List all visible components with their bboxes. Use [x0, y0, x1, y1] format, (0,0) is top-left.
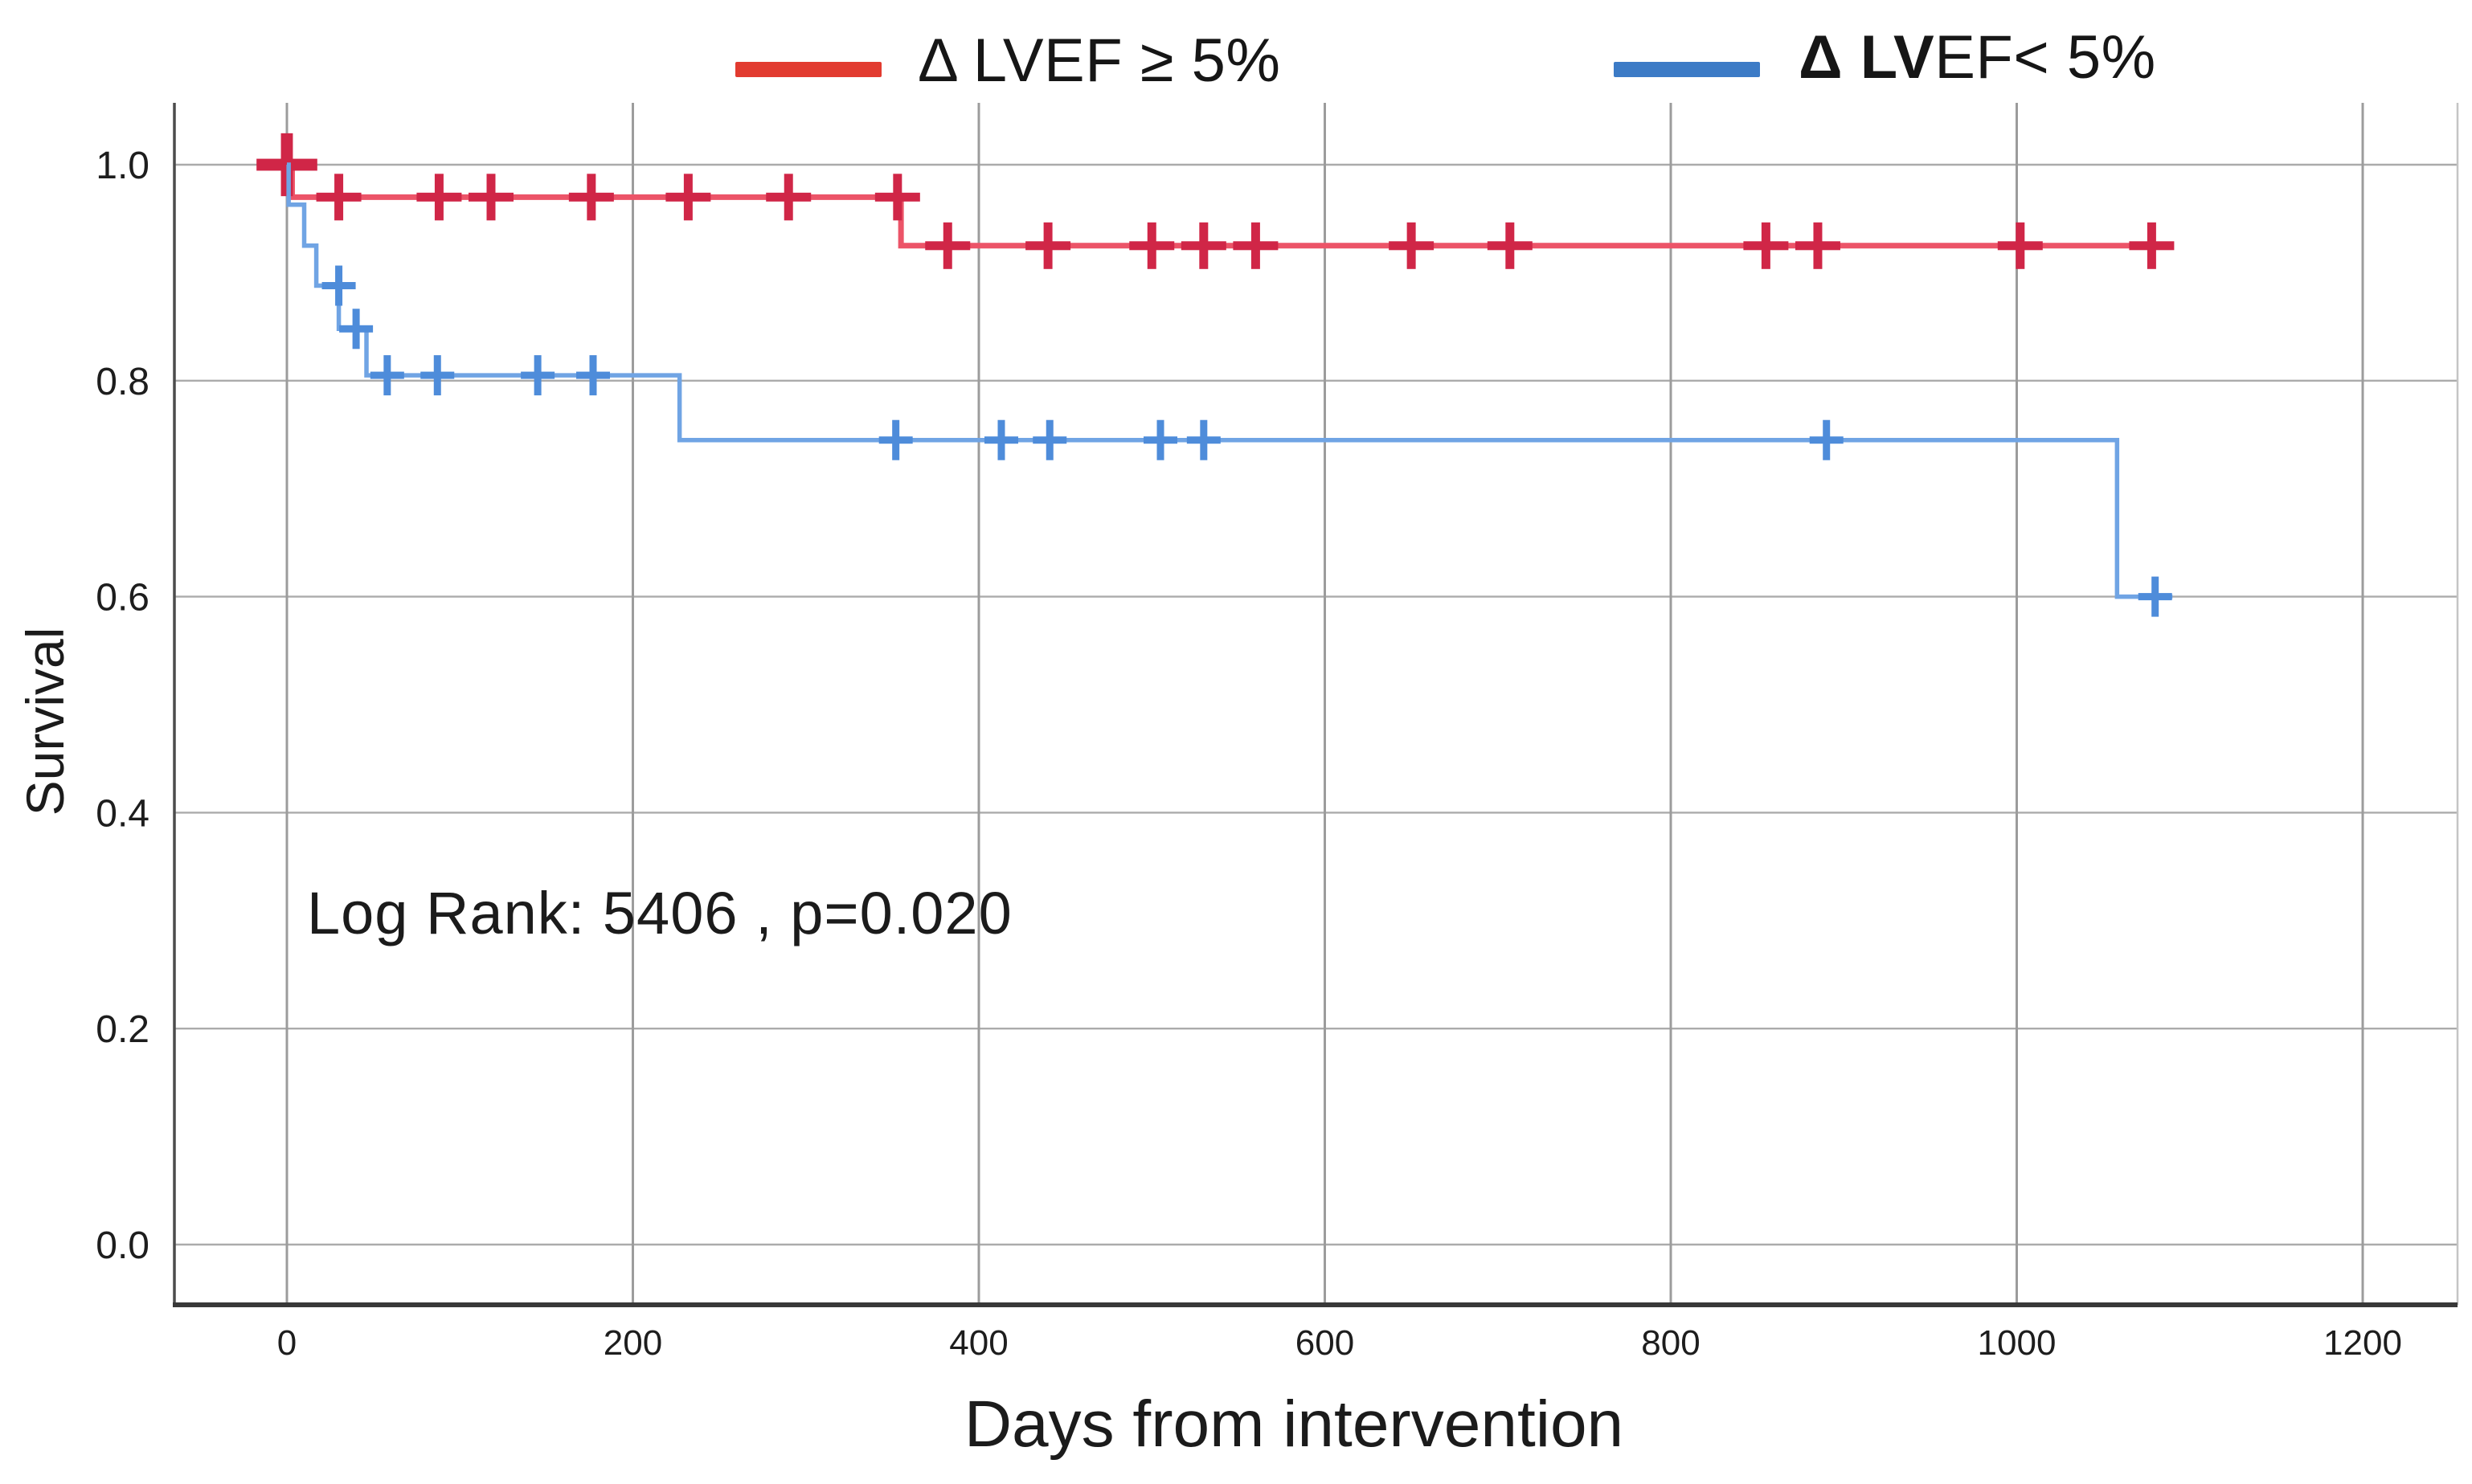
censor-tick-horizontal: [339, 325, 374, 333]
censor-tick-horizontal: [984, 436, 1018, 444]
censor-mark: [1743, 222, 1789, 269]
censor-tick-horizontal: [1186, 436, 1221, 444]
legend-label-red: Δ LVEF ≥ 5%: [918, 27, 1281, 95]
x-tick-label: 200: [604, 1323, 662, 1363]
censor-tick-horizontal: [1033, 436, 1067, 444]
x-tick-label: 1200: [2323, 1323, 2402, 1363]
tick-labels: 1.0 0.8 0.6 0.4 0.2 0.0 0 200 400 600 800 1000 1200: [96, 145, 2402, 1363]
censor-tick-horizontal: [1144, 436, 1178, 444]
censor-mark: [1144, 419, 1178, 460]
legend-swatch-red: [735, 62, 882, 77]
censor-tick-horizontal: [665, 192, 711, 202]
y-tick-label: 0.8: [96, 361, 149, 403]
x-tick-label: 0: [277, 1323, 297, 1363]
censor-mark: [1033, 419, 1067, 460]
gridlines: [174, 103, 2459, 1305]
censor-mark: [468, 174, 514, 221]
censor-mark: [984, 419, 1018, 460]
censor-tick-horizontal: [925, 241, 971, 251]
censor-tick-horizontal: [878, 436, 913, 444]
censor-mark: [766, 174, 812, 221]
y-tick-label: 0.0: [96, 1224, 149, 1267]
censor-mark: [878, 419, 913, 460]
y-axis-title: Survival: [15, 627, 75, 816]
censor-tick-horizontal: [766, 192, 812, 202]
censor-mark: [1997, 222, 2043, 269]
x-tick-label: 800: [1641, 1323, 1700, 1363]
y-tick-label: 0.6: [96, 577, 149, 619]
censor-tick-horizontal: [1025, 241, 1071, 251]
censor-tick-horizontal: [316, 192, 362, 202]
x-tick-label: 1000: [1978, 1323, 2057, 1363]
censor-mark: [568, 174, 614, 221]
censor-mark: [1487, 222, 1533, 269]
censor-mark: [2129, 222, 2175, 269]
log-rank-annotation: Log Rank: 5406 , p=0.020: [307, 880, 1013, 946]
censor-tick-horizontal: [874, 192, 920, 202]
censor-mark: [1233, 222, 1279, 269]
series-lvef-lt-5: [286, 162, 2173, 617]
censor-mark: [416, 174, 462, 221]
legend-label-blue: Δ LVEF< 5%: [1799, 22, 2156, 92]
censor-mark: [925, 222, 971, 269]
censor-mark: [1809, 419, 1844, 460]
censor-tick-horizontal: [521, 371, 555, 379]
censor-mark: [420, 355, 455, 396]
survival-step-curve: [287, 161, 2155, 249]
legend-label-blue-rest: EF< 5%: [1934, 23, 2156, 92]
legend: Δ LVEF ≥ 5% Δ LVEF< 5%: [0, 0, 2472, 112]
y-tick-label: 1.0: [96, 145, 149, 187]
censor-tick-horizontal: [1809, 436, 1844, 444]
censor-mark: [665, 174, 711, 221]
legend-label-blue-bold: Δ LV: [1799, 23, 1935, 92]
censor-mark: [2138, 576, 2172, 617]
censor-mark: [1795, 222, 1840, 269]
censor-mark: [874, 174, 920, 221]
censor-tick-horizontal: [2129, 241, 2175, 251]
censor-tick-horizontal: [1997, 241, 2043, 251]
censor-tick-horizontal: [420, 371, 455, 379]
censor-mark: [1389, 222, 1434, 269]
censor-mark: [339, 309, 374, 350]
censor-mark: [1181, 222, 1226, 269]
censor-tick-horizontal: [416, 192, 462, 202]
axes: [173, 103, 2458, 1307]
censor-tick-horizontal: [1795, 241, 1840, 251]
censor-tick-horizontal: [1743, 241, 1789, 251]
censor-mark: [521, 355, 555, 396]
censor-mark: [575, 355, 610, 396]
x-tick-label: 400: [949, 1323, 1008, 1363]
x-axis-title: Days from intervention: [964, 1388, 1624, 1461]
censor-mark: [1186, 419, 1221, 460]
censor-mark: [1025, 222, 1071, 269]
censor-tick-horizontal: [568, 192, 614, 202]
censor-tick-horizontal: [468, 192, 514, 202]
x-tick-label: 600: [1295, 1323, 1354, 1363]
censor-tick-horizontal: [1181, 241, 1226, 251]
censor-mark: [316, 174, 362, 221]
censor-tick-horizontal: [1389, 241, 1434, 251]
survival-step-curve: [286, 162, 2173, 599]
censor-tick-horizontal: [1487, 241, 1533, 251]
y-tick-label: 0.2: [96, 1008, 149, 1051]
censor-tick-horizontal: [1129, 241, 1175, 251]
censor-tick-horizontal: [370, 371, 404, 379]
censor-mark: [1129, 222, 1175, 269]
censor-tick-horizontal: [321, 282, 356, 290]
series-lvef-ge-5: [256, 133, 2175, 269]
censor-mark: [370, 355, 404, 396]
censor-tick-horizontal: [575, 371, 610, 379]
censor-mark: [321, 265, 356, 306]
y-tick-label: 0.4: [96, 792, 149, 835]
censor-tick-horizontal: [2138, 593, 2172, 601]
censor-tick-horizontal: [1233, 241, 1279, 251]
legend-swatch-blue: [1614, 62, 1760, 77]
